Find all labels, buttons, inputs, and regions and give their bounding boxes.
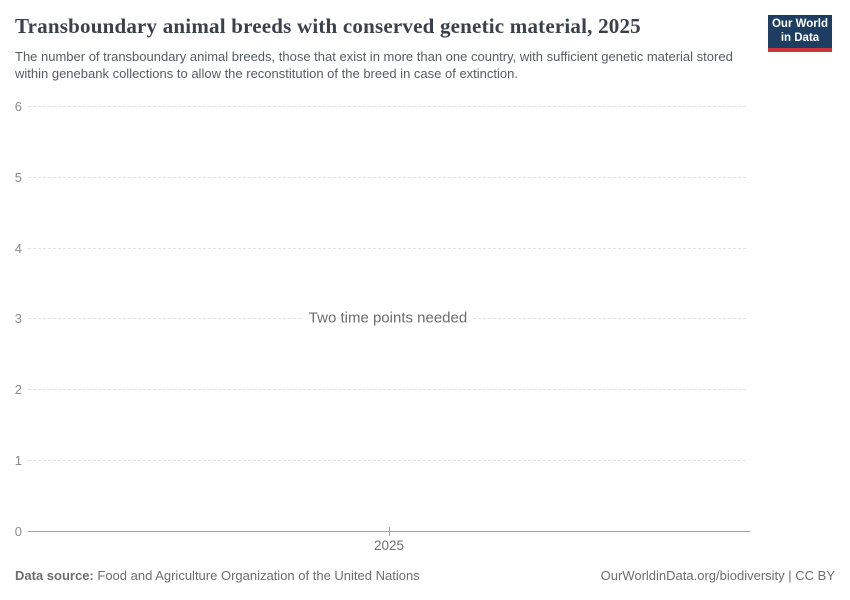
y-axis-tick-label: 2	[14, 381, 22, 397]
data-source: Data source: Food and Agriculture Organi…	[15, 568, 420, 583]
y-gridline-row-5: 5	[0, 169, 746, 185]
y-gridline-row-6: 6	[0, 98, 746, 114]
y-gridline-row-4: 4	[0, 240, 746, 256]
x-axis-tick-label: 2025	[373, 538, 405, 553]
y-axis-tick-label: 5	[14, 169, 22, 185]
chart-footer: Data source: Food and Agriculture Organi…	[15, 568, 835, 583]
chart-subtitle: The number of transboundary animal breed…	[15, 49, 733, 81]
gridline	[28, 388, 746, 390]
gridline	[28, 105, 746, 107]
gridline	[28, 247, 746, 249]
y-gridline-row-1: 1	[0, 452, 746, 468]
empty-chart-message: Two time points needed	[301, 309, 475, 327]
gridline	[28, 176, 746, 178]
y-axis-tick-label: 4	[14, 240, 22, 256]
y-axis-tick-label: 1	[14, 452, 22, 468]
gridline	[28, 459, 746, 461]
attribution-link[interactable]: OurWorldinData.org/biodiversity | CC BY	[600, 568, 835, 583]
owid-logo-line1: Our World	[771, 18, 828, 30]
owid-logo: Our World in Data	[768, 15, 832, 52]
x-axis-baseline-row: 0	[0, 523, 750, 539]
x-axis-tick-mark	[389, 527, 390, 536]
y-axis-tick-label: 3	[14, 310, 22, 326]
y-gridline-row-2: 2	[0, 381, 746, 397]
y-axis-tick-label: 6	[14, 98, 22, 114]
chart-title: Transboundary animal breeds with conserv…	[15, 14, 641, 38]
data-source-value: Food and Agriculture Organization of the…	[97, 568, 420, 583]
y-axis-tick-label: 0	[14, 523, 22, 539]
owid-logo-line2: in Data	[780, 31, 820, 44]
data-source-label: Data source:	[15, 568, 94, 583]
